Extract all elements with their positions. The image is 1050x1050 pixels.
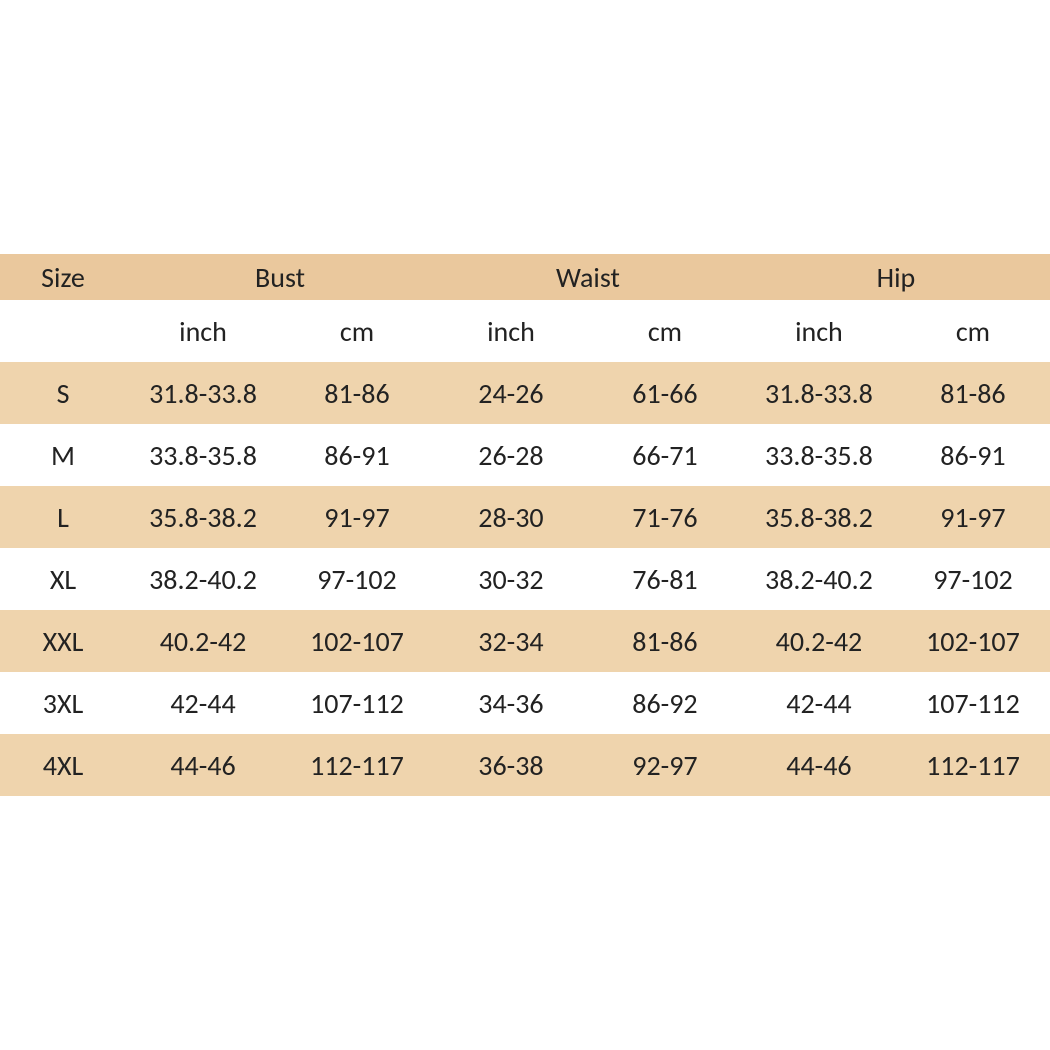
cell-hip-in: 44-46: [742, 734, 896, 796]
cell-bust-cm: 97-102: [280, 548, 434, 610]
cell-waist-cm: 81-86: [588, 610, 742, 672]
cell-bust-in: 44-46: [126, 734, 280, 796]
subheader-hip-cm: cm: [896, 300, 1050, 362]
table-row: 4XL 44-46 112-117 36-38 92-97 44-46 112-…: [0, 734, 1050, 796]
subheader-hip-inch: inch: [742, 300, 896, 362]
cell-hip-cm: 81-86: [896, 362, 1050, 424]
size-chart-container: Size Bust Waist Hip inch cm inch cm inch…: [0, 254, 1050, 796]
cell-size: 4XL: [0, 734, 126, 796]
cell-size: S: [0, 362, 126, 424]
table-body: Size Bust Waist Hip inch cm inch cm inch…: [0, 254, 1050, 796]
table-row: 3XL 42-44 107-112 34-36 86-92 42-44 107-…: [0, 672, 1050, 734]
subheader-waist-inch: inch: [434, 300, 588, 362]
cell-hip-cm: 91-97: [896, 486, 1050, 548]
cell-bust-cm: 112-117: [280, 734, 434, 796]
cell-hip-in: 35.8-38.2: [742, 486, 896, 548]
cell-waist-cm: 71-76: [588, 486, 742, 548]
cell-bust-in: 42-44: [126, 672, 280, 734]
cell-bust-cm: 81-86: [280, 362, 434, 424]
cell-waist-in: 36-38: [434, 734, 588, 796]
table-row: M 33.8-35.8 86-91 26-28 66-71 33.8-35.8 …: [0, 424, 1050, 486]
cell-hip-in: 40.2-42: [742, 610, 896, 672]
subheader-bust-cm: cm: [280, 300, 434, 362]
cell-waist-cm: 86-92: [588, 672, 742, 734]
cell-hip-in: 42-44: [742, 672, 896, 734]
cell-waist-in: 24-26: [434, 362, 588, 424]
cell-hip-in: 33.8-35.8: [742, 424, 896, 486]
cell-size: XXL: [0, 610, 126, 672]
subheader-waist-cm: cm: [588, 300, 742, 362]
header-hip: Hip: [742, 254, 1050, 300]
cell-bust-in: 38.2-40.2: [126, 548, 280, 610]
cell-hip-cm: 102-107: [896, 610, 1050, 672]
cell-waist-cm: 61-66: [588, 362, 742, 424]
cell-bust-in: 33.8-35.8: [126, 424, 280, 486]
cell-bust-cm: 91-97: [280, 486, 434, 548]
cell-hip-cm: 97-102: [896, 548, 1050, 610]
size-chart-table: Size Bust Waist Hip inch cm inch cm inch…: [0, 254, 1050, 796]
table-header-row: Size Bust Waist Hip: [0, 254, 1050, 300]
cell-waist-in: 26-28: [434, 424, 588, 486]
cell-hip-cm: 112-117: [896, 734, 1050, 796]
header-bust: Bust: [126, 254, 434, 300]
cell-bust-in: 31.8-33.8: [126, 362, 280, 424]
cell-size: L: [0, 486, 126, 548]
table-row: XXL 40.2-42 102-107 32-34 81-86 40.2-42 …: [0, 610, 1050, 672]
cell-bust-cm: 107-112: [280, 672, 434, 734]
cell-waist-in: 34-36: [434, 672, 588, 734]
table-row: L 35.8-38.2 91-97 28-30 71-76 35.8-38.2 …: [0, 486, 1050, 548]
header-waist: Waist: [434, 254, 742, 300]
cell-waist-cm: 66-71: [588, 424, 742, 486]
cell-size: XL: [0, 548, 126, 610]
subheader-bust-inch: inch: [126, 300, 280, 362]
cell-waist-cm: 76-81: [588, 548, 742, 610]
cell-size: 3XL: [0, 672, 126, 734]
cell-size: M: [0, 424, 126, 486]
cell-waist-in: 30-32: [434, 548, 588, 610]
cell-hip-in: 31.8-33.8: [742, 362, 896, 424]
cell-hip-in: 38.2-40.2: [742, 548, 896, 610]
cell-waist-in: 32-34: [434, 610, 588, 672]
cell-bust-in: 40.2-42: [126, 610, 280, 672]
cell-bust-cm: 102-107: [280, 610, 434, 672]
cell-hip-cm: 107-112: [896, 672, 1050, 734]
table-subheader-row: inch cm inch cm inch cm: [0, 300, 1050, 362]
cell-waist-in: 28-30: [434, 486, 588, 548]
table-row: XL 38.2-40.2 97-102 30-32 76-81 38.2-40.…: [0, 548, 1050, 610]
table-row: S 31.8-33.8 81-86 24-26 61-66 31.8-33.8 …: [0, 362, 1050, 424]
header-size: Size: [0, 254, 126, 300]
cell-waist-cm: 92-97: [588, 734, 742, 796]
cell-bust-cm: 86-91: [280, 424, 434, 486]
cell-bust-in: 35.8-38.2: [126, 486, 280, 548]
cell-hip-cm: 86-91: [896, 424, 1050, 486]
subheader-blank: [0, 300, 126, 362]
